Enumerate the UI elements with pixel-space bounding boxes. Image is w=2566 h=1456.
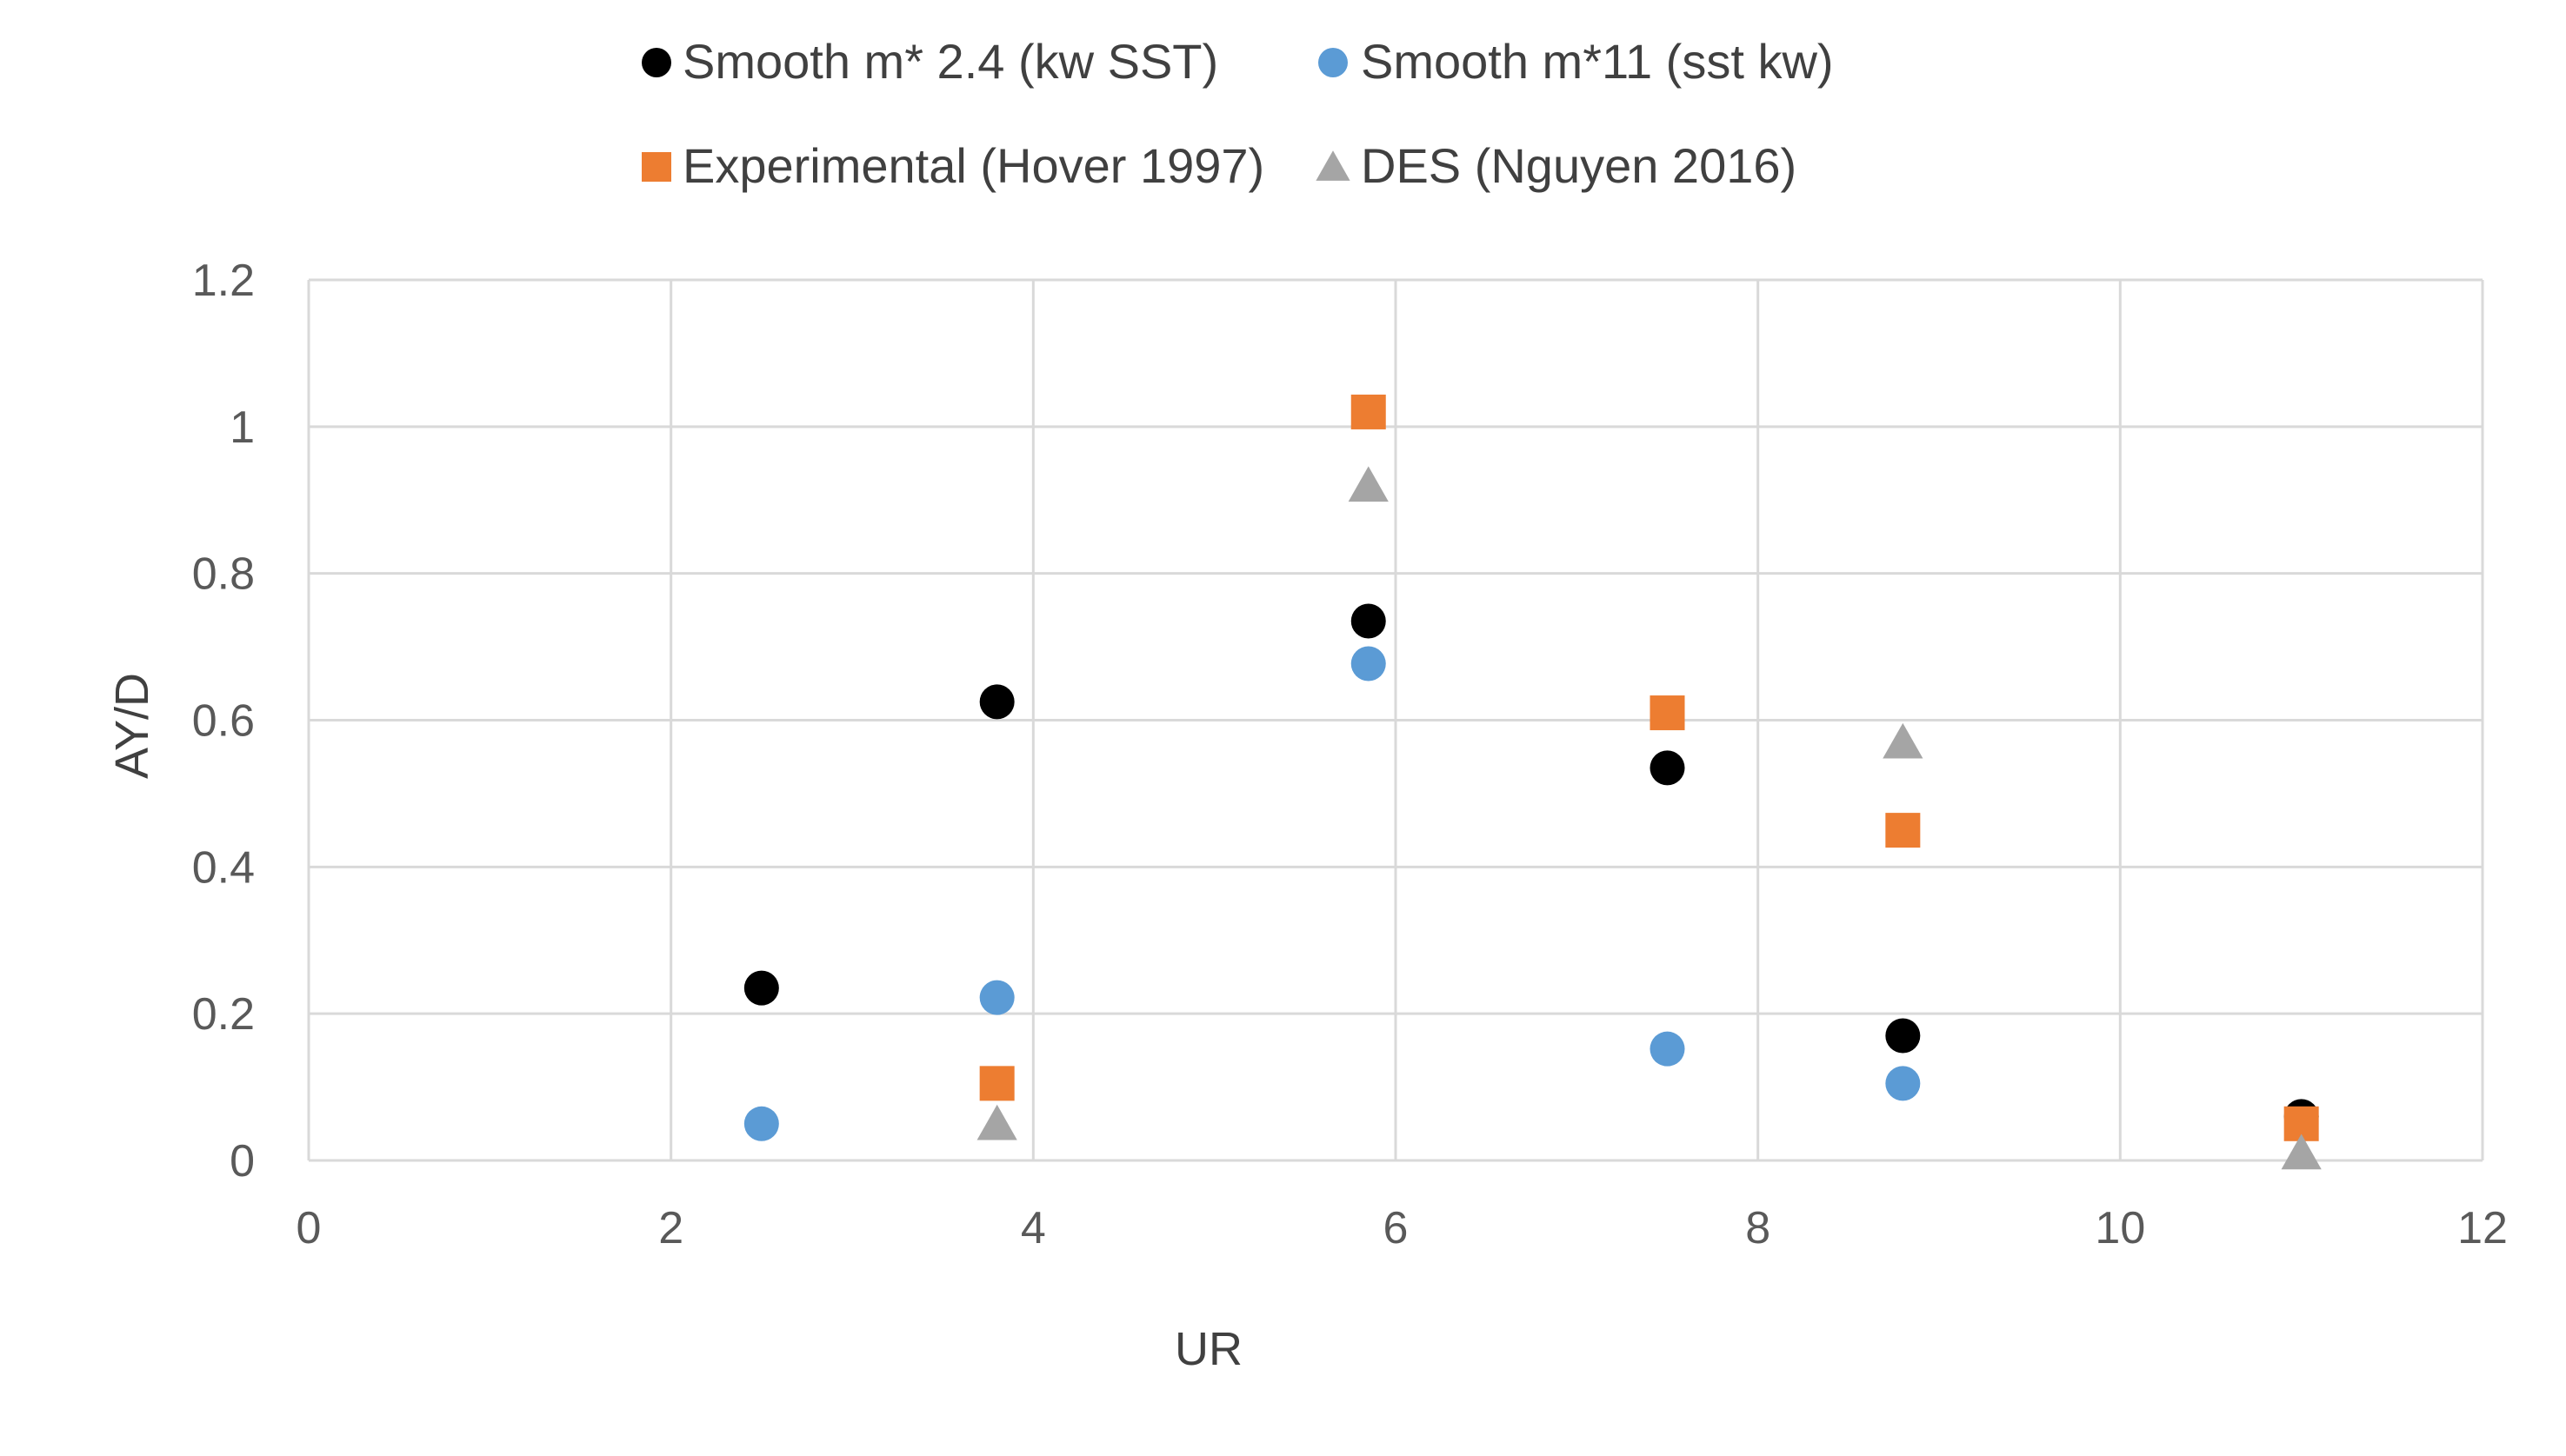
series-1	[743, 603, 2319, 1134]
legend-entry: Smooth m* 2.4 (kw SST)	[642, 34, 1218, 89]
x-tick-label: 6	[1383, 1203, 1409, 1253]
y-tick-label: 1.2	[192, 256, 255, 306]
y-tick-label: 0.8	[192, 549, 255, 600]
grid	[307, 278, 2484, 1162]
x-tick-label: 2	[658, 1203, 683, 1253]
data-point-circle	[1885, 1066, 1921, 1101]
data-point-circle	[1350, 646, 1386, 681]
data-point-square	[1650, 695, 1685, 731]
y-tick-label: 0.6	[192, 696, 255, 747]
x-tick-label: 0	[297, 1203, 322, 1253]
data-point-circle	[743, 1106, 779, 1141]
data-point-circle	[1650, 1031, 1685, 1067]
legend-label: Experimental (Hover 1997)	[683, 138, 1264, 193]
legend-entry: Smooth m*11 (sst kw)	[1318, 34, 1834, 89]
legend-marker-circle	[642, 48, 671, 77]
x-tick-label: 12	[2457, 1203, 2508, 1253]
legend: Smooth m* 2.4 (kw SST) Smooth m*11 (sst k…	[642, 34, 1834, 193]
y-tick-label: 0.2	[192, 989, 255, 1040]
data-point-square	[1885, 813, 1921, 848]
series-3	[979, 394, 2319, 1141]
data-point-circle	[1650, 750, 1685, 786]
legend-label: DES (Nguyen 2016)	[1361, 138, 1796, 193]
data-point-square	[1350, 394, 1386, 429]
x-tick-label: 10	[2095, 1203, 2145, 1253]
x-axis-title: UR	[1175, 1323, 1243, 1375]
legend-label: Smooth m* 2.4 (kw SST)	[683, 34, 1218, 89]
data-point-circle	[979, 684, 1015, 720]
legend-entry: DES (Nguyen 2016)	[1316, 138, 1796, 193]
data-point-triangle	[1883, 722, 1923, 759]
data-point-circle	[1885, 1018, 1921, 1054]
legend-entry: Experimental (Hover 1997)	[642, 138, 1264, 193]
data-point-circle	[979, 980, 1015, 1015]
legend-marker-triangle	[1316, 150, 1350, 181]
y-tick-label: 1	[230, 402, 255, 453]
y-tick-label: 0	[230, 1136, 255, 1187]
legend-label: Smooth m*11 (sst kw)	[1361, 34, 1834, 89]
data-point-circle	[743, 970, 779, 1006]
x-axis: 0 2 4 6 8 10 12	[297, 1203, 2508, 1253]
series-2	[743, 646, 1921, 1141]
data-point-circle	[1350, 603, 1386, 639]
x-tick-label: 8	[1745, 1203, 1770, 1253]
y-axis-title: AY/D	[106, 673, 158, 779]
y-axis: 0 0.2 0.4 0.6 0.8 1 1.2	[192, 256, 255, 1187]
data-point-square	[979, 1066, 1015, 1101]
data-point-triangle	[976, 1104, 1017, 1140]
data-point-triangle	[1348, 466, 1389, 502]
data-point-triangle	[2281, 1134, 2322, 1170]
legend-marker-square	[642, 152, 671, 182]
y-tick-label: 0.4	[192, 842, 255, 893]
data-marks	[743, 394, 2322, 1170]
legend-marker-circle	[1318, 48, 1348, 77]
series-4	[976, 466, 2322, 1170]
x-tick-label: 4	[1021, 1203, 1046, 1253]
